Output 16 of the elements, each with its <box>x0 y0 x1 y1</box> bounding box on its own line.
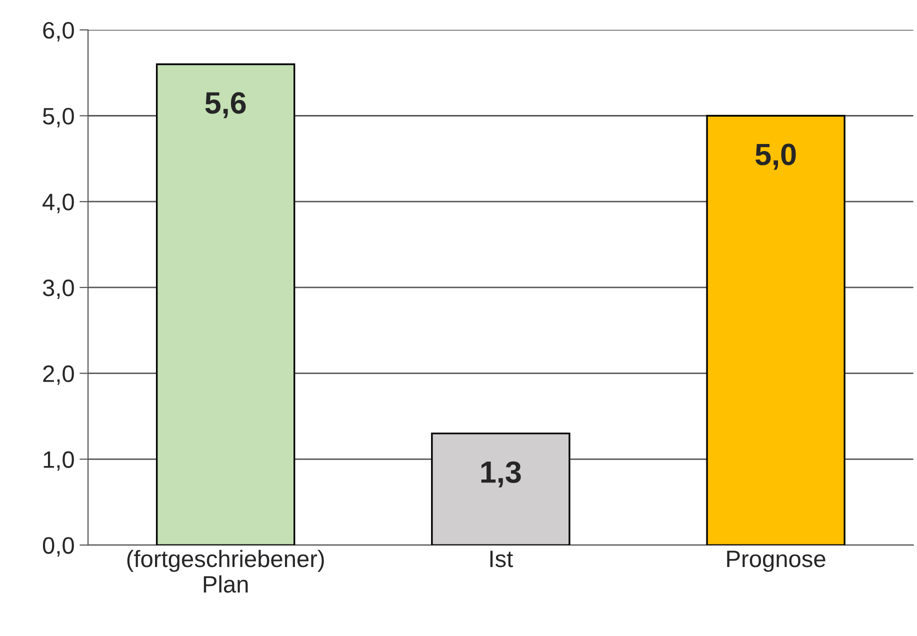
data-label: 5,0 <box>755 144 796 170</box>
y-tick-label: 4,0 <box>42 194 74 214</box>
y-tick-label: 5,0 <box>42 108 74 128</box>
bar <box>156 63 296 546</box>
data-label: 5,6 <box>205 92 246 118</box>
y-tick-label: 6,0 <box>43 22 74 42</box>
x-tick-label: Ist <box>490 550 513 568</box>
y-tick-label: 1,0 <box>44 451 74 471</box>
y-tick-label: 3,0 <box>42 280 74 300</box>
y-tick-label: 2,0 <box>43 365 74 385</box>
x-tick-label: Prognose <box>727 550 826 572</box>
y-tick-label: 0,0 <box>42 537 74 557</box>
bar <box>431 432 570 546</box>
data-label: 1,3 <box>481 461 521 488</box>
bar <box>706 114 846 546</box>
x-tick-label: (fortgeschriebener) Plan <box>127 550 324 593</box>
